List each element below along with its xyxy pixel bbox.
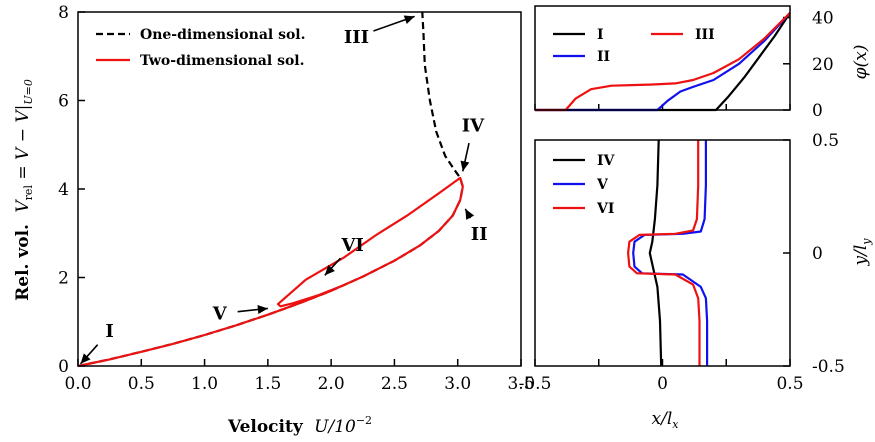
phi-series-i-line [535,12,791,112]
main-annotation-v: V [212,304,228,325]
phi-ylabel: φ(x) [851,45,871,80]
main-annotation-arrow-head [465,208,475,220]
main-annotation-ii: II [471,224,488,245]
profile-xtick-label: 0 [657,374,668,394]
main-series-2-line [77,176,464,368]
main-ylabel: Rel. vol. Vrel = V − V|U=0 [13,79,35,301]
phi-series-ii-line [535,12,791,112]
phi-ytick-label: 0 [812,101,823,121]
main-plot-frame [77,11,522,367]
phi-ytick-label: 40 [812,9,834,29]
profile-xtick-label: -0.5 [519,374,552,394]
profile-ytick-label: 0 [812,244,823,264]
main-annotation-arrow-head [257,305,268,314]
profile-legend-label: VI [596,201,614,217]
main-annotation-i: I [105,321,113,342]
main-ytick-label: 4 [58,180,69,200]
main-annotation-arrow-head [403,15,415,24]
main-annotation-arrow-head [324,264,335,276]
profile-ylabel: y/ly [851,238,873,267]
main-legend-label: One-dimensional sol. [140,27,306,43]
phi-plot-frame [534,5,791,111]
main-annotation-arrow-head [460,160,470,172]
main-xtick-label: 2.0 [318,374,345,394]
profile-series-v-line [632,140,709,366]
main-annotation-iii: III [344,27,369,48]
main-xlabel: Velocity U/10−2 [227,414,372,437]
profile-series-iv-line [648,139,663,367]
main-xtick-label: 3.5 [507,374,534,394]
main-xtick-label: 2.5 [381,374,408,394]
phi-series-iii-line [535,12,791,112]
phi-legend-label: II [597,49,610,65]
phi-legend-label: I [597,27,604,43]
main-ytick-label: 8 [58,3,69,23]
main-xtick-label: 1.5 [254,374,281,394]
main-ytick-label: 6 [58,92,69,112]
profile-ytick-label: -0.5 [812,357,845,377]
phi-ytick-label: 20 [812,55,834,75]
main-xtick-label: 0.5 [128,374,155,394]
profile-ytick-label: 0.5 [812,131,839,151]
main-ytick-label: 2 [58,269,69,289]
profile-xlabel: x/lx [652,409,680,431]
main-annotation-vi: VI [340,235,363,256]
phi-legend-label: III [695,27,715,43]
profile-legend-label: V [596,177,609,193]
profile-xtick-label: 0.5 [776,374,803,394]
profile-series-vi-line [626,140,701,366]
profile-legend-label: IV [597,153,616,169]
main-ytick-label: 0 [58,357,69,377]
main-xtick-label: 0.0 [64,374,91,394]
main-legend-label: Two-dimensional sol. [140,53,304,69]
main-xtick-label: 1.0 [191,374,218,394]
main-annotation-iv: IV [462,115,485,136]
profile-plot-frame [534,139,791,367]
main-annotation-arrow-head [80,353,91,364]
main-xtick-label: 3.0 [444,374,471,394]
